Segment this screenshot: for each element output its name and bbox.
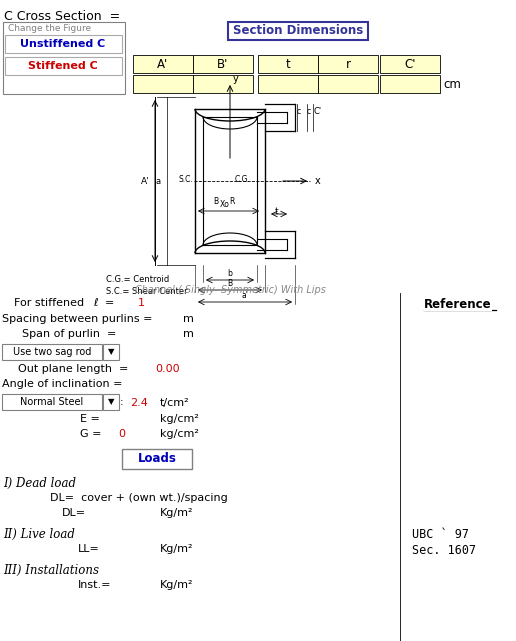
Text: DL=  cover + (own wt.)/spacing: DL= cover + (own wt.)/spacing xyxy=(50,493,228,503)
Bar xyxy=(380,55,440,73)
Text: m: m xyxy=(183,329,194,339)
Bar xyxy=(5,57,122,75)
Text: B': B' xyxy=(217,58,229,71)
Bar xyxy=(258,75,318,93)
Text: Loads: Loads xyxy=(138,453,176,465)
Text: C.G.: C.G. xyxy=(235,174,251,183)
Text: G =: G = xyxy=(80,429,102,439)
Bar xyxy=(133,75,193,93)
Text: c: c xyxy=(297,107,301,116)
Bar xyxy=(228,22,368,40)
Text: x: x xyxy=(315,176,321,186)
Text: LL=: LL= xyxy=(78,544,100,554)
Bar xyxy=(380,75,440,93)
Text: R: R xyxy=(229,197,235,206)
Text: S.C.= Shear Center: S.C.= Shear Center xyxy=(106,287,188,296)
Text: y: y xyxy=(233,74,239,84)
Text: C Cross Section  =: C Cross Section = xyxy=(4,10,120,23)
Text: :: : xyxy=(120,397,124,407)
Text: kg/cm²: kg/cm² xyxy=(160,414,199,424)
Text: Kg/m²: Kg/m² xyxy=(160,508,194,518)
Text: 0.00: 0.00 xyxy=(155,364,180,374)
Text: b: b xyxy=(228,269,232,278)
Text: ▼: ▼ xyxy=(108,397,114,406)
Text: DL=: DL= xyxy=(62,508,86,518)
Text: Change the Figure: Change the Figure xyxy=(8,24,91,33)
Bar xyxy=(318,75,378,93)
Bar xyxy=(133,55,193,73)
Bar xyxy=(5,35,122,53)
Text: UBC ` 97: UBC ` 97 xyxy=(412,528,469,541)
Text: t/cm²: t/cm² xyxy=(160,398,189,408)
Text: Spacing between purlins =: Spacing between purlins = xyxy=(2,314,153,324)
Text: C': C' xyxy=(404,58,416,71)
Text: Angle of inclination =: Angle of inclination = xyxy=(2,379,122,389)
Text: C': C' xyxy=(313,107,321,116)
Text: S.C.: S.C. xyxy=(178,174,193,183)
Text: C.G.= Centroid: C.G.= Centroid xyxy=(106,275,169,284)
Text: c: c xyxy=(307,107,311,116)
Text: 2.4: 2.4 xyxy=(130,398,148,408)
Bar xyxy=(103,394,119,410)
Text: Sec. 1607: Sec. 1607 xyxy=(412,544,476,557)
Text: Stiffened C: Stiffened C xyxy=(28,61,98,71)
Bar xyxy=(193,75,253,93)
Bar xyxy=(2,394,102,410)
Text: Span of purlin  =: Span of purlin = xyxy=(22,329,117,339)
Text: Reference: Reference xyxy=(424,298,492,311)
Text: II) Live load: II) Live load xyxy=(3,528,75,541)
Text: Use two sag rod: Use two sag rod xyxy=(13,347,91,357)
Text: Section Dimensions: Section Dimensions xyxy=(233,24,363,38)
FancyBboxPatch shape xyxy=(3,22,125,94)
Text: Out plane length  =: Out plane length = xyxy=(18,364,128,374)
Text: E =: E = xyxy=(80,414,100,424)
Text: ℓ: ℓ xyxy=(93,298,98,308)
Bar xyxy=(258,55,318,73)
Text: 1: 1 xyxy=(138,298,145,308)
Text: Unstiffened C: Unstiffened C xyxy=(20,39,106,49)
Text: t: t xyxy=(275,206,279,215)
Text: B: B xyxy=(214,197,219,206)
Text: Kg/m²: Kg/m² xyxy=(160,580,194,590)
Bar xyxy=(103,344,119,360)
Bar xyxy=(193,55,253,73)
Text: ▼: ▼ xyxy=(108,347,114,356)
Bar xyxy=(122,449,192,469)
Text: Channel ( Singly- Symmetric) With Lips: Channel ( Singly- Symmetric) With Lips xyxy=(135,285,326,295)
Text: A': A' xyxy=(141,176,149,185)
Text: I) Dead load: I) Dead load xyxy=(3,477,76,490)
Text: III) Installations: III) Installations xyxy=(3,564,99,577)
Text: 0: 0 xyxy=(118,429,125,439)
Text: Xo: Xo xyxy=(220,200,230,209)
Text: =: = xyxy=(105,298,115,308)
Text: r: r xyxy=(346,58,350,71)
Text: a': a' xyxy=(241,291,248,300)
Text: A': A' xyxy=(157,58,169,71)
Text: B: B xyxy=(228,279,233,288)
Text: a: a xyxy=(155,176,160,185)
Text: cm: cm xyxy=(443,78,461,90)
Text: Normal Steel: Normal Steel xyxy=(20,397,84,407)
Text: Kg/m²: Kg/m² xyxy=(160,544,194,554)
Bar xyxy=(318,55,378,73)
Text: Inst.=: Inst.= xyxy=(78,580,111,590)
Text: t: t xyxy=(286,58,291,71)
Text: m: m xyxy=(183,314,194,324)
Text: kg/cm²: kg/cm² xyxy=(160,429,199,439)
Bar xyxy=(2,344,102,360)
Text: For stiffened: For stiffened xyxy=(14,298,84,308)
